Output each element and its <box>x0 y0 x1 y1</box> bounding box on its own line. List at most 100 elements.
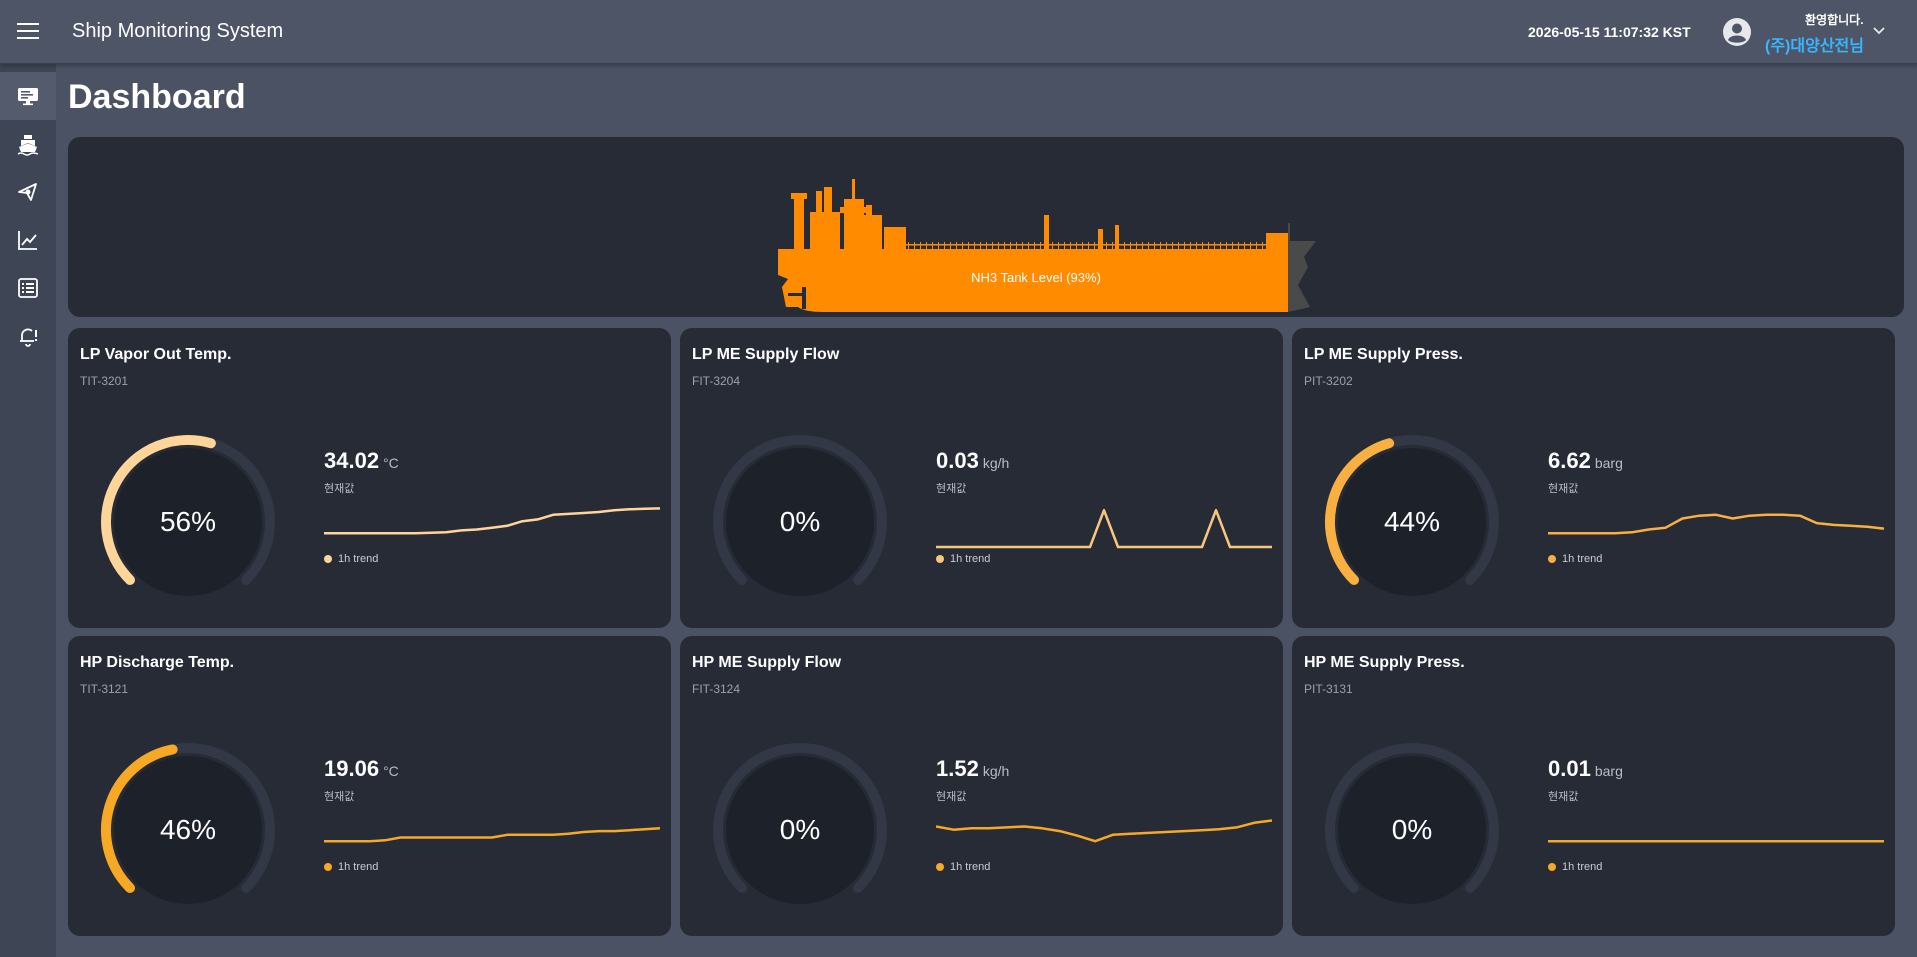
legend-dot <box>324 555 332 563</box>
sensor-tag: TIT-3121 <box>80 682 129 696</box>
value-unit: barg <box>1594 763 1623 779</box>
legend-label: 1h trend <box>338 553 379 565</box>
sensor-tag: PIT-3202 <box>1304 374 1353 388</box>
gauge-center <box>1338 756 1486 904</box>
gauge-chart <box>101 434 275 596</box>
legend-label: 1h trend <box>1562 553 1603 565</box>
sensor-title: LP ME Supply Flow <box>692 346 840 363</box>
value-unit: kg/h <box>982 455 1010 471</box>
gauge-fill <box>1325 438 1395 585</box>
app-title: Ship Monitoring System <box>72 20 284 42</box>
sensor-title: LP Vapor Out Temp. <box>80 346 232 363</box>
legend-dot <box>1548 555 1556 563</box>
current-value: 19.06 °C <box>324 756 399 782</box>
gauge-center <box>726 756 874 904</box>
trend-line <box>1548 513 1884 535</box>
value-number: 0.03 <box>936 448 979 473</box>
value-number: 34.02 <box>324 448 380 473</box>
sensor-tag: PIT-3131 <box>1304 682 1353 696</box>
sensor-title: HP ME Supply Press. <box>1304 654 1465 671</box>
sensor-tag: TIT-3201 <box>80 374 129 388</box>
sensor-card: HP ME Supply Flow FIT-3124 0% 1.52 kg/h 현… <box>680 636 1283 936</box>
value-sublabel: 현재값 <box>324 483 355 495</box>
gauge-chart <box>1325 742 1499 904</box>
sensor-tag: FIT-3124 <box>692 682 741 696</box>
legend-label: 1h trend <box>950 861 991 873</box>
value-number: 1.52 <box>936 756 979 781</box>
account-circle-icon[interactable] <box>1722 17 1752 47</box>
nav-item-ship[interactable] <box>0 120 56 168</box>
trend-line <box>324 507 660 535</box>
gauge-percent: 0% <box>779 814 821 845</box>
nav-item-trend[interactable] <box>0 216 56 264</box>
value-number: 0.01 <box>1548 756 1591 781</box>
legend-label: 1h trend <box>950 553 991 565</box>
tank-level-card: NH3 Tank Level (93%) <box>68 137 1904 317</box>
legend-dot <box>1548 863 1556 871</box>
current-value: 34.02 °C <box>324 448 399 474</box>
sensor-card: LP ME Supply Flow FIT-3204 0% 0.03 kg/h 현… <box>680 328 1283 628</box>
gauge-chart <box>1325 434 1499 596</box>
trend-legend: 1h trend <box>936 553 990 565</box>
gauge-chart <box>713 434 887 596</box>
legend-label: 1h trend <box>1562 861 1603 873</box>
gauge-track <box>713 742 887 893</box>
page-title: Dashboard <box>68 78 246 116</box>
trend-line <box>936 819 1272 843</box>
trend-sparkline <box>1548 513 1884 535</box>
current-value: 0.01 barg <box>1548 756 1623 782</box>
current-value: 0.03 kg/h <box>936 448 1009 474</box>
ship-icon <box>17 135 39 156</box>
value-sublabel: 현재값 <box>936 791 967 803</box>
nav-item-dashboard[interactable] <box>0 72 56 120</box>
trend-sparkline <box>936 819 1272 843</box>
sensor-title: HP Discharge Temp. <box>80 654 235 671</box>
gauge-center <box>114 448 262 596</box>
legend-dot <box>324 863 332 871</box>
value-sublabel: 현재값 <box>1548 791 1579 803</box>
gauge-center <box>726 448 874 596</box>
gauge-percent: 0% <box>1391 814 1433 845</box>
list-icon <box>18 278 38 298</box>
gauge-percent: 46% <box>159 814 217 845</box>
sensor-title: LP ME Supply Press. <box>1304 346 1463 363</box>
trend-legend: 1h trend <box>936 861 990 873</box>
chevron-down-icon[interactable] <box>1872 26 1886 36</box>
nav-item-route[interactable] <box>0 168 56 216</box>
trend-sparkline <box>324 827 660 843</box>
gauge-percent: 44% <box>1383 506 1441 537</box>
legend-label: 1h trend <box>338 861 379 873</box>
gauge-center <box>1338 448 1486 596</box>
value-unit: kg/h <box>982 763 1010 779</box>
gauge-fill <box>101 744 178 893</box>
gauge-center <box>114 756 262 904</box>
nav-item-list[interactable] <box>0 264 56 312</box>
gauge-track <box>713 434 887 585</box>
gauge-fill <box>101 435 216 585</box>
sensor-card: HP ME Supply Press. PIT-3131 0% 0.01 barg… <box>1292 636 1895 936</box>
value-sublabel: 현재값 <box>324 791 355 803</box>
trend-line <box>324 827 660 843</box>
gauge-chart <box>101 742 275 904</box>
hamburger-menu-icon[interactable] <box>14 20 42 44</box>
current-value: 1.52 kg/h <box>936 756 1009 782</box>
trend-legend: 1h trend <box>324 861 378 873</box>
gauge-percent: 56% <box>159 506 217 537</box>
current-value: 6.62 barg <box>1548 448 1623 474</box>
legend-dot <box>936 555 944 563</box>
trend-legend: 1h trend <box>1548 553 1602 565</box>
legend-dot <box>936 863 944 871</box>
trend-sparkline <box>1548 839 1884 843</box>
trend-legend: 1h trend <box>324 553 378 565</box>
vessel-route-icon <box>18 183 37 201</box>
tank-level-label: NH3 Tank Level (93%) <box>971 270 1101 285</box>
sensor-card: LP ME Supply Press. PIT-3202 44% 6.62 bar… <box>1292 328 1895 628</box>
gauge-percent: 0% <box>779 506 821 537</box>
trend-sparkline <box>324 507 660 535</box>
trend-line <box>936 508 1272 549</box>
nav-item-alarm[interactable] <box>0 312 56 360</box>
user-name[interactable]: (주)대양산전님 <box>1765 38 1864 55</box>
datetime-display: 2026-05-15 11:07:32 KST <box>1528 24 1691 40</box>
sidebar-nav <box>0 64 56 957</box>
value-number: 19.06 <box>324 756 380 781</box>
